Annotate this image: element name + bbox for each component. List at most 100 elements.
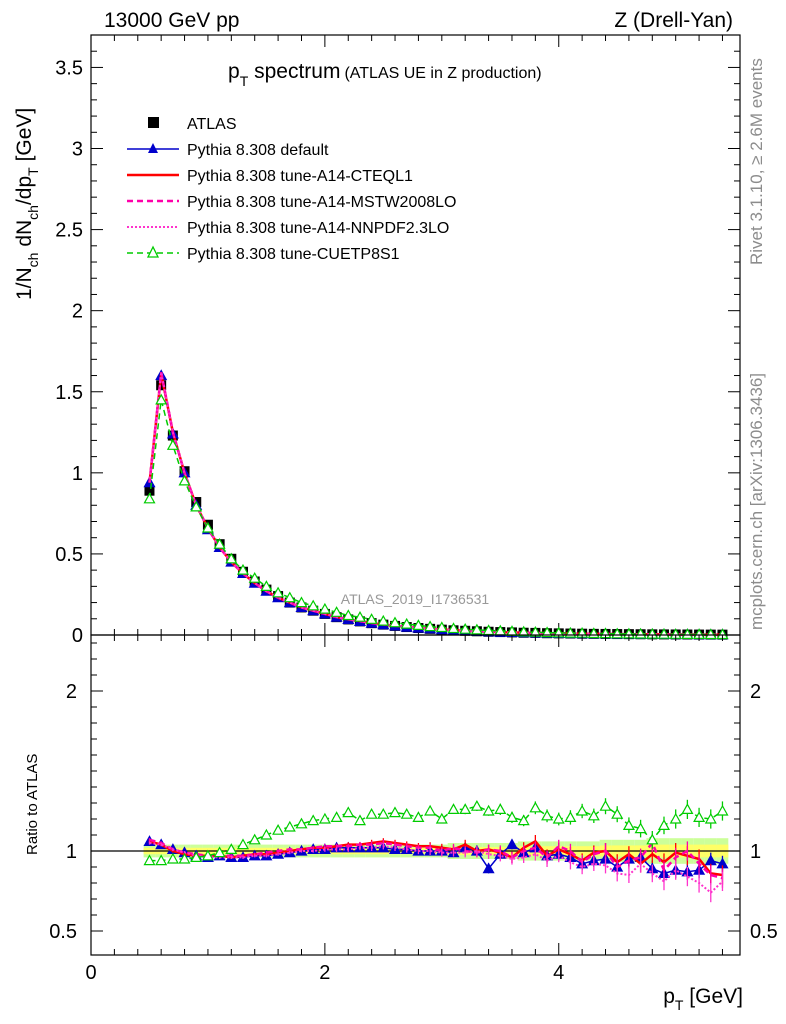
series-marker-5 (377, 614, 390, 626)
ratio-marker-4 (342, 806, 355, 818)
series-marker-5 (424, 620, 437, 632)
ratio-marker-4 (178, 852, 191, 864)
ylabel-g: [GeV] (13, 108, 36, 168)
ratio-marker-4 (529, 801, 542, 813)
ratio-marker-4 (622, 819, 635, 831)
ratio-marker-4 (201, 849, 214, 861)
series-line-4 (148, 372, 723, 636)
ratio-marker-4 (248, 833, 261, 845)
ratio-marker-4 (353, 814, 367, 826)
series-marker-5 (435, 621, 448, 633)
series-marker-5 (248, 571, 261, 583)
x-tick-label: 2 (319, 962, 330, 984)
ratio-marker-4 (388, 806, 402, 818)
series-marker-5 (365, 613, 378, 624)
x-tick-label: 4 (553, 962, 564, 984)
ylabel-b: ch (25, 253, 41, 268)
series-marker-5 (459, 622, 472, 634)
ratio-marker-4 (681, 803, 694, 815)
title-sub: T (240, 73, 249, 89)
y-tick-label: 1 (72, 463, 83, 485)
ratio-marker-4 (435, 812, 448, 824)
y-tick-label: 3 (72, 139, 83, 161)
ratio-marker-4 (190, 851, 203, 863)
legend-entry-cteql1: Pythia 8.308 tune-A14-CTEQL1 (127, 168, 413, 185)
series-marker-5 (190, 500, 203, 512)
series-marker-5 (412, 619, 425, 631)
series-marker-5 (681, 628, 694, 640)
legend-label-atlas: ATLAS (187, 116, 237, 133)
ratio-marker-4 (330, 811, 343, 823)
series-marker-5 (388, 616, 402, 628)
y-tick-label: 0.5 (55, 544, 83, 566)
ratio-y-tick-label-right: 1 (750, 841, 761, 863)
ylabel-c: dN (13, 220, 36, 253)
energy-label: 13000 GeV pp (104, 9, 239, 32)
legend: ATLAS Pythia 8.308 default Pythia 8.308 … (127, 116, 456, 263)
ratio-marker-4 (494, 803, 507, 815)
legend-label-cuetp8s1: Pythia 8.308 tune-CUETP8S1 (187, 246, 400, 263)
ratio-marker-4 (459, 803, 472, 815)
x-axis-label: pT [GeV] (663, 985, 743, 1013)
series-marker-5 (178, 474, 191, 486)
ratio-y-tick-label-right: 2 (750, 681, 761, 703)
y-tick-label: 2.5 (55, 220, 83, 242)
watermark: ATLAS_2019_I1736531 (341, 591, 490, 607)
legend-entry-mstw: Pythia 8.308 tune-A14-MSTW2008LO (127, 194, 456, 211)
legend-marker-cuetp8s1 (146, 245, 160, 258)
series-marker-5 (634, 627, 647, 639)
legend-entry-nnpdf: Pythia 8.308 tune-A14-NNPDF2.3LO (127, 220, 449, 237)
series-marker-5 (470, 623, 483, 635)
series-marker-5 (260, 580, 273, 592)
series-marker-5 (447, 622, 460, 634)
series-marker-5 (704, 628, 717, 640)
title-main: p (228, 60, 240, 83)
ratio-marker-4 (552, 812, 565, 824)
ratio-series-line-1 (149, 839, 723, 877)
ratio-marker-4 (505, 811, 519, 823)
ratio-marker-4 (225, 843, 238, 855)
y-tick-label: 2 (72, 301, 83, 323)
legend-marker-atlas (148, 117, 159, 128)
series-marker-5 (143, 492, 156, 504)
series-marker-5 (330, 606, 343, 617)
ratio-marker-4 (283, 820, 296, 832)
legend-label-mstw: Pythia 8.308 tune-A14-MSTW2008LO (187, 194, 456, 211)
series-marker-5 (155, 393, 168, 405)
ratio-marker-0 (482, 862, 495, 874)
series-marker-5 (657, 627, 671, 639)
ratio-marker-4 (412, 811, 425, 823)
ratio-marker-4 (447, 803, 460, 815)
ratio-marker-4 (693, 811, 706, 823)
main-panel: 0 0.5 1 1.5 2 2.5 3 3.5 ATLAS_2019_I1736531 pT … (13, 34, 741, 647)
ratio-marker-4 (611, 807, 624, 819)
legend-label-cteql1: Pythia 8.308 tune-A14-CTEQL1 (187, 168, 413, 185)
ratio-marker-4 (587, 809, 600, 821)
ratio-marker-4 (599, 799, 612, 811)
ratio-marker-4 (564, 811, 577, 823)
ratio-marker-4 (166, 852, 179, 864)
xlabel-a: p (663, 985, 675, 1008)
legend-label-default: Pythia 8.308 default (187, 142, 329, 159)
ratio-panel: 0.5 0.5 1 1 2 2 0 2 4 Ratio to ATLAS pT [GeV] (24, 634, 778, 1013)
legend-entry-atlas: ATLAS (148, 116, 237, 133)
x-tick-label: 0 (85, 962, 96, 984)
series-marker-5 (225, 552, 238, 564)
ratio-marker-4 (400, 807, 413, 819)
series-marker-5 (213, 537, 226, 549)
series-marker-5 (541, 626, 554, 638)
ratio-marker-4 (576, 804, 589, 816)
ratio-y-tick-label: 1 (66, 841, 77, 863)
ylabel-a: 1/N (13, 267, 36, 300)
ratio-marker-4 (669, 812, 682, 824)
ratio-marker-4 (236, 838, 250, 850)
series-marker-5 (318, 602, 331, 614)
ratio-marker-4 (260, 828, 273, 840)
ratio-series-line-3 (149, 842, 724, 894)
legend-marker-default (148, 143, 158, 153)
series-marker-5 (307, 599, 320, 611)
series-marker-5 (283, 591, 296, 603)
ylabel-d: ch (25, 205, 41, 220)
series-marker-5 (517, 625, 530, 637)
ratio-y-tick-label-right: 0.5 (750, 921, 778, 943)
